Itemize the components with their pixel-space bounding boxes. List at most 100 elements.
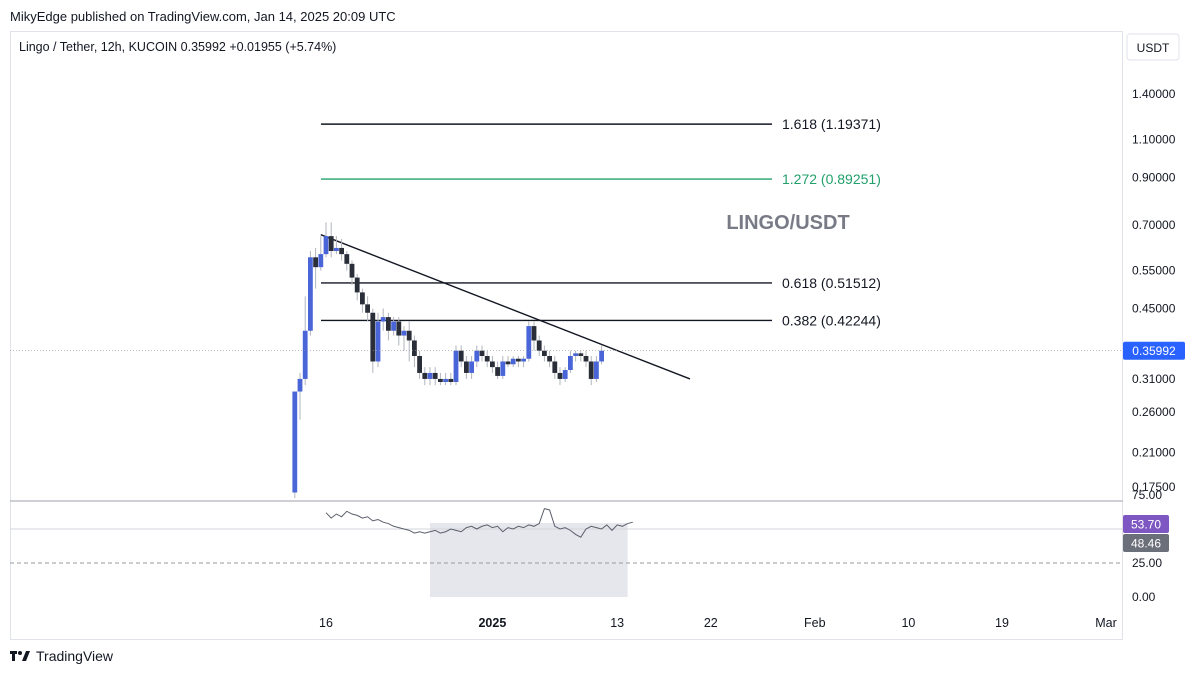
candle-body — [370, 312, 376, 362]
price-tick: 1.10000 — [1132, 133, 1176, 147]
candle-body — [469, 361, 474, 373]
candle-body — [334, 247, 339, 252]
currency-label: USDT — [1137, 41, 1170, 55]
candle-body — [495, 367, 500, 376]
trendline[interactable] — [320, 234, 691, 380]
candle-body — [297, 378, 303, 392]
candle-body — [339, 247, 344, 255]
candle-body — [360, 292, 365, 305]
candle-body — [552, 361, 558, 373]
candle-body — [412, 340, 417, 356]
rsi-ma-badge[interactable] — [1123, 533, 1169, 552]
rsi-value-badge[interactable] — [1123, 514, 1169, 533]
candle-body — [313, 257, 318, 268]
candle-body — [380, 317, 386, 322]
time-tick: Feb — [804, 616, 826, 630]
price-tick: 0.45000 — [1132, 302, 1176, 316]
candle-body — [594, 361, 599, 379]
candle-body — [516, 358, 521, 362]
time-tick: 13 — [610, 616, 624, 630]
candle-body — [578, 353, 584, 356]
price-tick: 0.55000 — [1132, 264, 1176, 278]
tradingview-logo-icon — [10, 651, 30, 661]
time-tick: 2025 — [478, 616, 506, 630]
candle-body — [292, 391, 298, 493]
trendline-layer[interactable] — [320, 234, 691, 380]
price-badge-label: 0.35992 — [1132, 344, 1176, 358]
candle-body — [557, 372, 563, 379]
candle-body — [510, 358, 516, 365]
rsi-pane: 75.00 25.00 0.00 53.70 48.46 — [10, 488, 1169, 604]
chart-frame[interactable] — [10, 31, 1123, 640]
candle-body — [432, 372, 438, 379]
candle-body — [458, 350, 464, 362]
time-axis[interactable]: 16 2025 13 22 Feb 10 19 Mar — [319, 616, 1117, 630]
candle-body — [401, 330, 407, 336]
candle-body — [531, 326, 537, 341]
candle-body — [453, 350, 459, 383]
candle-body — [568, 356, 573, 371]
fib-level-label: 1.272 (0.89251) — [782, 171, 881, 187]
candle-body — [323, 236, 329, 255]
candle-body — [505, 361, 511, 365]
candle-body — [318, 254, 324, 268]
candle-body — [464, 361, 469, 373]
time-tick: 22 — [704, 616, 718, 630]
candle-body — [588, 361, 594, 379]
candle-body — [365, 304, 370, 313]
candle-body — [438, 378, 443, 383]
fib-level-label: 0.382 (0.42244) — [782, 312, 881, 328]
fibonacci-levels[interactable]: 1.618 (1.19371) 1.272 (0.89251) 0.618 (0.5… — [321, 116, 881, 328]
candle-body — [536, 340, 542, 351]
candle-body — [386, 317, 391, 331]
candle-body — [547, 356, 552, 362]
rsi-value-label: 53.70 — [1131, 517, 1161, 531]
time-tick: 10 — [901, 616, 915, 630]
candle-body — [521, 358, 526, 362]
candle-body — [479, 350, 485, 356]
time-tick: 16 — [319, 616, 333, 630]
rsi-level-label: 25.00 — [1132, 556, 1162, 570]
price-tick: 0.31000 — [1132, 372, 1176, 386]
rsi-ma-label: 48.46 — [1131, 536, 1161, 550]
fib-level-label: 1.618 (1.19371) — [782, 116, 881, 132]
rsi-level-label: 0.00 — [1132, 590, 1156, 604]
candle-body — [490, 361, 495, 368]
currency-button[interactable]: USDT — [1126, 33, 1180, 61]
footer-brand[interactable]: TradingView — [10, 648, 113, 664]
candle-body — [526, 326, 532, 359]
publish-info: MikyEdge published on TradingView.com, J… — [10, 9, 396, 24]
price-tick: 0.21000 — [1132, 446, 1176, 460]
candle-body — [375, 321, 381, 362]
candle-body — [562, 370, 568, 379]
price-tick: 0.26000 — [1132, 405, 1176, 419]
rsi-highlight-band — [430, 523, 628, 597]
candle-body — [484, 356, 490, 362]
fib-level-label: 0.618 (0.51512) — [782, 275, 881, 291]
rsi-line — [325, 507, 633, 538]
price-tick: 0.70000 — [1132, 218, 1176, 232]
candle-body — [573, 353, 578, 356]
candle-body — [396, 321, 402, 336]
candle-body — [422, 372, 428, 379]
candle-body — [344, 254, 350, 264]
brand-name: TradingView — [36, 648, 114, 664]
candle-body — [542, 350, 547, 356]
candle-body — [308, 257, 313, 331]
price-tick: 1.40000 — [1132, 87, 1176, 101]
candle-body — [500, 361, 506, 376]
candle-body — [417, 356, 422, 373]
rsi-level-label: 75.00 — [1132, 488, 1162, 502]
price-badge[interactable] — [1123, 341, 1185, 360]
candle-body — [474, 350, 480, 362]
price-axis[interactable]: 1.40000 1.10000 0.90000 0.70000 0.55000 0.450… — [10, 87, 1185, 494]
candle-body — [406, 330, 412, 341]
candle-body — [427, 372, 433, 379]
price-tick: 0.90000 — [1132, 171, 1176, 185]
candle-body — [443, 378, 448, 383]
candle-body — [302, 330, 308, 379]
candle-body — [349, 263, 355, 278]
candle-body — [583, 356, 589, 362]
symbol-watermark: LINGO/USDT — [726, 212, 849, 234]
